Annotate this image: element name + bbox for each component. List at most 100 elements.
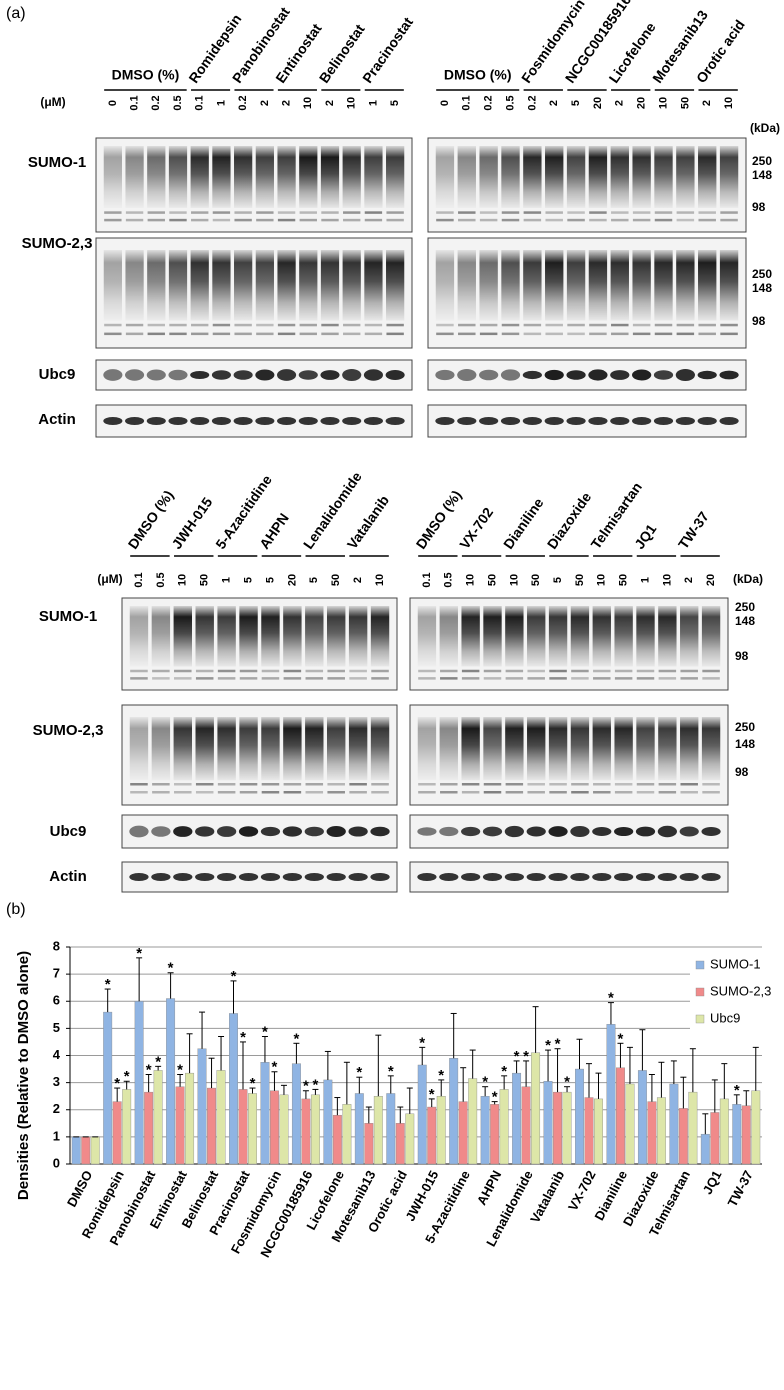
band — [195, 791, 214, 794]
band — [371, 791, 389, 794]
band-smear — [527, 717, 546, 781]
band — [190, 370, 210, 380]
dose-label: 50 — [574, 574, 586, 586]
band-smear — [239, 606, 258, 667]
legend-swatch — [695, 960, 705, 970]
band — [614, 783, 633, 786]
band — [527, 669, 545, 673]
band — [549, 791, 567, 794]
band-smear — [588, 146, 608, 208]
dose-label: 2 — [352, 577, 364, 583]
band — [571, 669, 589, 673]
band — [283, 669, 302, 673]
y-tick-label: 5 — [53, 1020, 60, 1035]
band-smear — [168, 146, 188, 208]
group-name: Vatalanib — [344, 492, 392, 552]
band — [527, 677, 545, 680]
dose-label: 0.2 — [526, 95, 538, 110]
dose-label: 0 — [439, 100, 451, 106]
band — [720, 211, 738, 214]
band-smear — [698, 250, 717, 321]
band — [548, 826, 568, 837]
band-smear — [364, 250, 383, 321]
band-smear — [680, 606, 699, 667]
band — [418, 783, 436, 786]
bar — [468, 1078, 478, 1165]
band — [326, 826, 346, 837]
band-smear — [125, 250, 144, 321]
band — [501, 323, 520, 327]
band — [233, 370, 253, 380]
dose-label: 50 — [330, 574, 342, 586]
band-smear — [614, 606, 633, 667]
band — [152, 669, 170, 673]
band — [440, 783, 458, 786]
band-smear — [147, 146, 166, 208]
band — [277, 211, 296, 214]
band — [211, 370, 231, 380]
band — [676, 218, 695, 222]
band — [440, 677, 458, 680]
band — [567, 332, 585, 336]
band-smear — [212, 250, 231, 321]
bar — [238, 1089, 248, 1165]
legend-label: SUMO-1 — [710, 956, 761, 971]
band — [104, 332, 122, 336]
band — [173, 873, 193, 881]
band — [527, 783, 545, 786]
band — [234, 332, 252, 336]
band — [523, 218, 542, 222]
band-smear — [305, 606, 324, 667]
band-smear — [217, 717, 236, 781]
band — [571, 677, 589, 680]
band — [130, 791, 148, 794]
dose-label: 0.1 — [194, 95, 206, 110]
band — [212, 211, 231, 214]
bar — [436, 1095, 446, 1165]
band — [212, 218, 231, 222]
band — [386, 218, 404, 222]
band-smear — [212, 146, 231, 208]
bar — [395, 1123, 405, 1165]
bar — [216, 1070, 226, 1165]
bar — [71, 1136, 81, 1165]
dose-label: 0.5 — [172, 95, 184, 110]
legend-swatch — [695, 987, 705, 997]
band — [152, 791, 170, 794]
band — [169, 332, 187, 336]
band — [282, 873, 303, 881]
band — [483, 669, 502, 673]
dose-label: 50 — [486, 574, 498, 586]
band-smear — [103, 250, 122, 321]
band — [342, 417, 362, 425]
band-smear — [217, 606, 236, 667]
row-label: SUMO-1 — [28, 154, 86, 171]
band — [436, 323, 454, 327]
band — [589, 332, 607, 336]
band-smear — [527, 606, 546, 667]
band-smear — [570, 717, 590, 781]
band — [592, 873, 612, 881]
bar — [386, 1093, 396, 1165]
band — [636, 669, 655, 673]
band — [675, 417, 695, 425]
band — [130, 783, 148, 786]
legend-swatch — [695, 1014, 705, 1024]
band — [501, 211, 520, 214]
band-smear — [701, 717, 721, 781]
band — [125, 218, 144, 222]
bar — [700, 1133, 710, 1165]
band-smear — [523, 146, 542, 208]
bar — [279, 1094, 289, 1165]
band — [439, 873, 459, 881]
band — [680, 669, 698, 673]
band — [256, 332, 274, 336]
kda-marker: 250 — [735, 600, 755, 614]
band — [363, 417, 383, 425]
band — [593, 791, 611, 794]
band — [418, 677, 436, 680]
band — [216, 873, 237, 881]
band — [614, 791, 633, 794]
bar — [270, 1090, 279, 1165]
band-smear — [548, 606, 568, 667]
